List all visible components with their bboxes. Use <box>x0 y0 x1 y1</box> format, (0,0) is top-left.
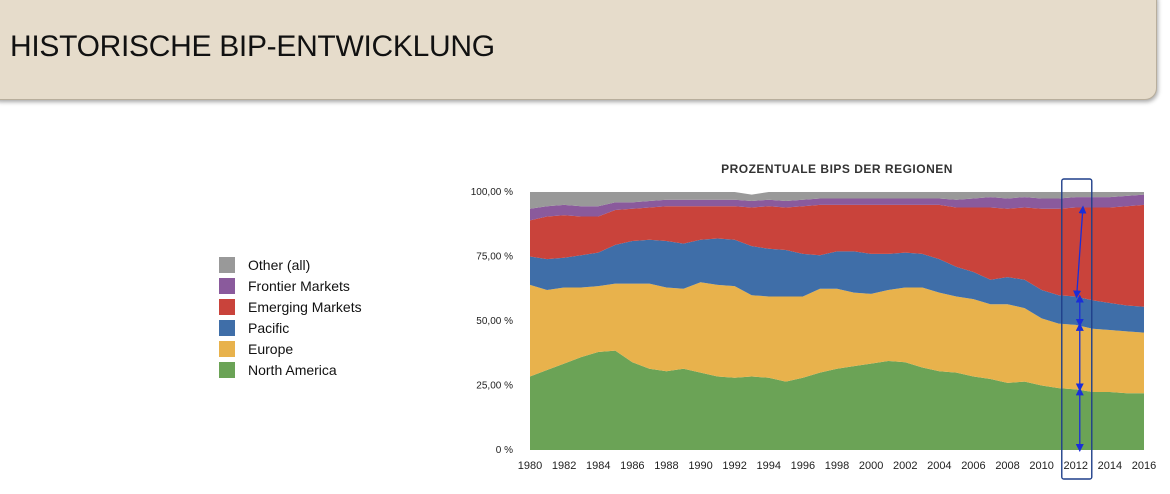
area-frontier-markets <box>530 194 1144 221</box>
x-tick-label: 1982 <box>552 460 576 472</box>
x-tick-label: 2014 <box>1098 460 1122 472</box>
legend-item-other-all: Other (all) <box>219 254 362 275</box>
x-tick-label: 2008 <box>995 460 1019 472</box>
y-tick-label: 0 % <box>496 445 513 456</box>
x-tick-label: 2016 <box>1132 460 1156 472</box>
legend-swatch <box>219 340 235 357</box>
area-north-america <box>530 350 1144 450</box>
legend-item-emerging-markets: Emerging Markets <box>219 296 362 317</box>
legend-swatch <box>219 361 235 378</box>
legend-item-frontier-markets: Frontier Markets <box>219 275 362 296</box>
legend-swatch <box>219 298 235 315</box>
x-tick-label: 1986 <box>620 460 644 472</box>
legend-swatch <box>219 319 235 336</box>
legend-label: Pacific <box>248 319 290 336</box>
y-tick-label: 25,00 % <box>476 381 513 392</box>
legend-swatch <box>219 256 235 273</box>
chart-legend: Other (all) Frontier Markets Emerging Mark… <box>219 254 362 380</box>
legend-label: Europe <box>248 340 294 357</box>
y-tick-label: 75,00 % <box>476 252 513 263</box>
x-tick-label: 1998 <box>825 460 849 472</box>
legend-label: Frontier Markets <box>248 277 350 294</box>
x-tick-label: 2004 <box>927 460 951 472</box>
x-tick-label: 2002 <box>893 460 917 472</box>
legend-label: Other (all) <box>248 256 311 273</box>
x-tick-label: 1994 <box>757 460 781 472</box>
area-europe <box>530 282 1144 394</box>
title-bar <box>0 0 1157 100</box>
page-title: HISTORISCHE BIP-ENTWICKLUNG <box>10 30 495 63</box>
x-tick-label: 1980 <box>518 460 542 472</box>
x-tick-label: 2012 <box>1064 460 1088 472</box>
legend-swatch <box>219 277 235 294</box>
y-tick-label: 50,00 % <box>476 316 513 327</box>
x-tick-label: 1992 <box>722 460 746 472</box>
x-tick-label: 1988 <box>654 460 678 472</box>
legend-label: North America <box>248 361 337 378</box>
x-tick-label: 2010 <box>1029 460 1053 472</box>
x-tick-label: 2000 <box>859 460 883 472</box>
legend-item-europe: Europe <box>219 338 362 359</box>
area-other-all <box>530 192 1144 209</box>
area-emerging-markets <box>530 204 1144 307</box>
highlight-box-2012 <box>1061 178 1093 480</box>
legend-label: Emerging Markets <box>248 298 362 315</box>
x-tick-label: 1996 <box>791 460 815 472</box>
segment-arrow <box>1073 205 1087 299</box>
chart-title: PROZENTUALE BIPS DER REGIONEN <box>721 162 953 176</box>
legend-item-north-america: North America <box>219 359 362 380</box>
y-tick-label: 100,00 % <box>471 187 513 198</box>
area-pacific <box>530 238 1144 333</box>
x-tick-label: 1984 <box>586 460 610 472</box>
x-tick-label: 2006 <box>961 460 985 472</box>
x-tick-label: 1990 <box>688 460 712 472</box>
legend-item-pacific: Pacific <box>219 317 362 338</box>
